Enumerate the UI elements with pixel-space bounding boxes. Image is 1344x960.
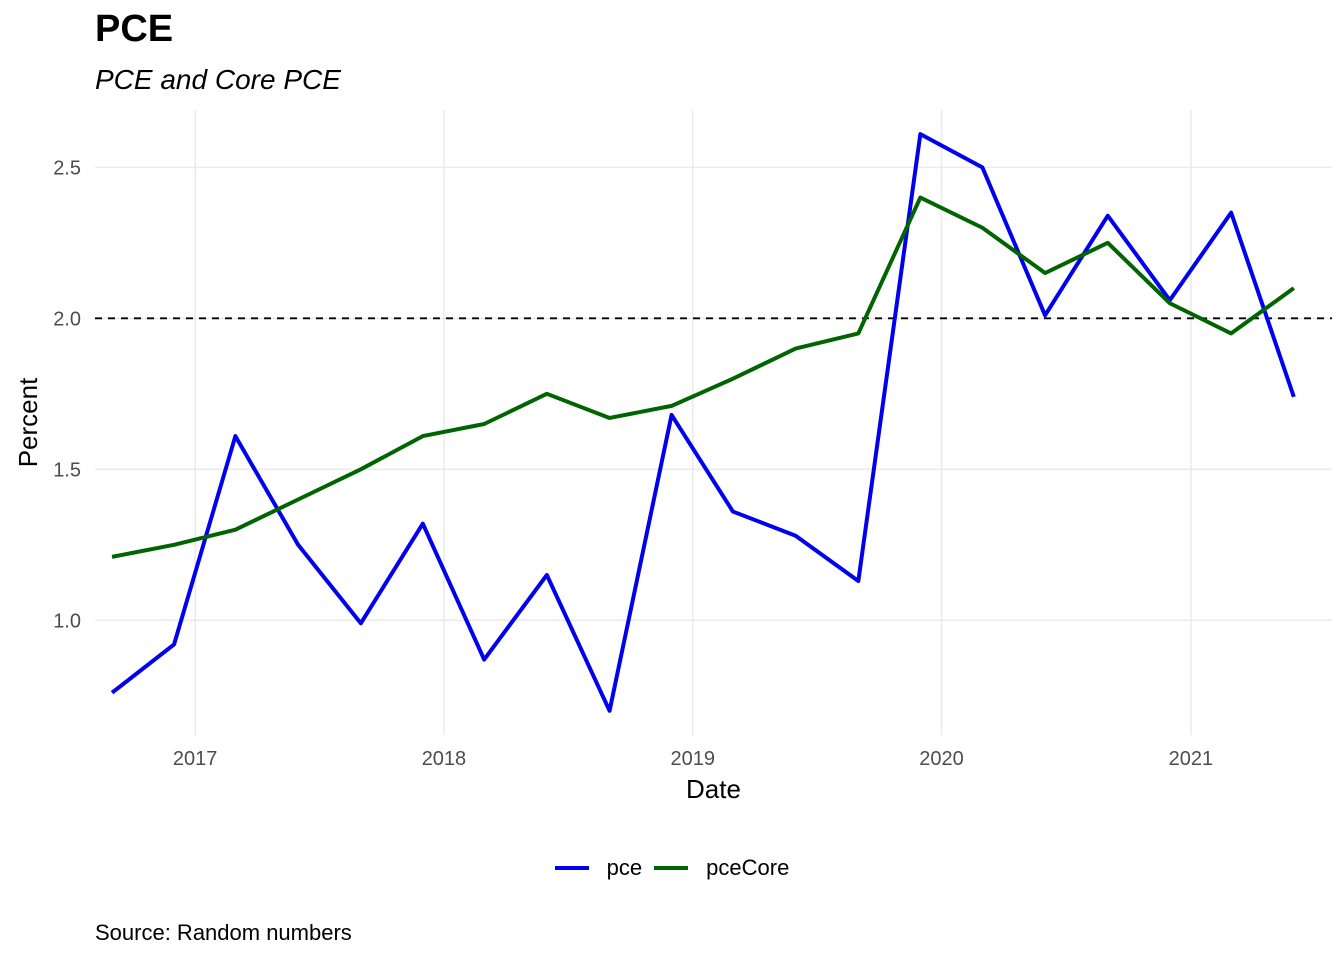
y-axis-tick-labels: 1.0 1.5 2.0 2.5 (53, 157, 81, 632)
chart-subtitle: PCE and Core PCE (95, 64, 341, 95)
series-lines (110, 132, 1296, 713)
grid-lines (95, 110, 1332, 735)
series-line-pcecore (111, 195, 1296, 559)
legend-item-pcecore: pceCore (654, 855, 789, 881)
legend-key-pce (554, 866, 589, 870)
x-tick-label: 2018 (422, 748, 467, 770)
legend-label-pce: pce (606, 855, 643, 880)
x-tick-label: 2020 (919, 748, 964, 770)
series-line-pce (110, 132, 1296, 713)
x-tick-label: 2019 (670, 748, 715, 770)
y-axis-title: Percent (13, 377, 43, 467)
y-tick-label: 2.0 (53, 308, 81, 330)
y-tick-label: 2.5 (53, 157, 81, 179)
x-axis-tick-labels: 2017 2018 2019 2020 2021 (173, 748, 1213, 770)
y-tick-label: 1.0 (53, 610, 81, 632)
x-tick-label: 2017 (173, 748, 218, 770)
legend-label-pcecore: pceCore (706, 855, 790, 880)
chart-title: PCE (95, 8, 174, 50)
legend: pce pceCore (0, 855, 1344, 881)
x-axis-title: Date (686, 774, 741, 804)
legend-key-pcecore (654, 866, 689, 870)
x-tick-label: 2021 (1169, 748, 1214, 770)
chart-caption: Source: Random numbers (95, 920, 352, 945)
legend-item-pce: pce (554, 855, 643, 881)
y-tick-label: 1.5 (53, 459, 81, 481)
